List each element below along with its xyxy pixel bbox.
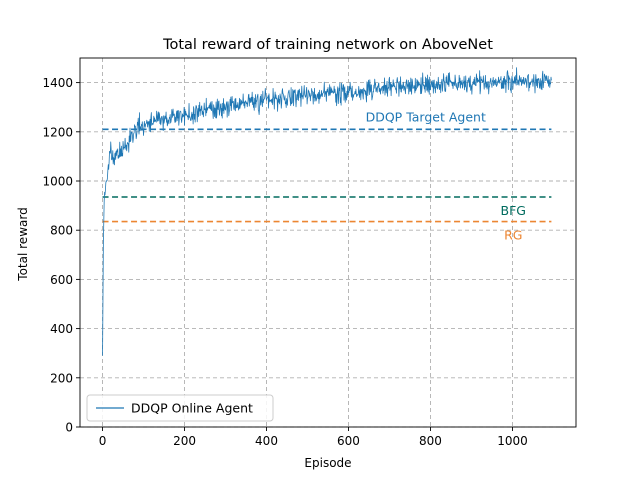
legend: DDQP Online Agent [86,394,274,422]
reference-label-bfg: BFG [501,203,526,218]
y-axis-label: Total reward [16,207,30,281]
y-tick-label: 1000 [42,175,73,189]
x-tick-label: 400 [255,434,278,448]
y-tick-label: 400 [50,322,73,336]
y-tick-label: 200 [50,371,73,385]
x-axis: 0 200 400 600 800 1000 [99,427,528,448]
y-tick-label: 1200 [42,125,73,139]
plot-frame [79,57,577,428]
chart-title: Total reward of training network on Abov… [162,37,493,53]
series-layer [102,67,552,356]
y-tick-label: 0 [65,421,73,435]
x-tick-label: 600 [337,434,360,448]
legend-label-ddqp-online: DDQP Online Agent [131,401,253,416]
y-axis: 0 200 400 600 800 1000 1200 1400 [42,76,80,435]
x-tick-label: 200 [173,434,196,448]
legend-box [86,394,274,422]
x-tick-label: 800 [419,434,442,448]
reference-lines [102,128,552,223]
y-tick-label: 800 [50,224,73,238]
x-axis-label: Episode [304,456,351,470]
series-line-ddqp-online-agent [102,67,552,356]
y-tick-label: 1400 [42,76,73,90]
reference-label-rg: RG [504,228,522,243]
reference-label-ddqp-target-agent: DDQP Target Agent [366,109,486,124]
x-tick-label: 1000 [497,434,528,448]
y-tick-label: 600 [50,273,73,287]
grid [80,58,576,428]
reference-labels: DDQP Target Agent BFG RG [366,109,526,242]
x-tick-label: 0 [99,434,107,448]
